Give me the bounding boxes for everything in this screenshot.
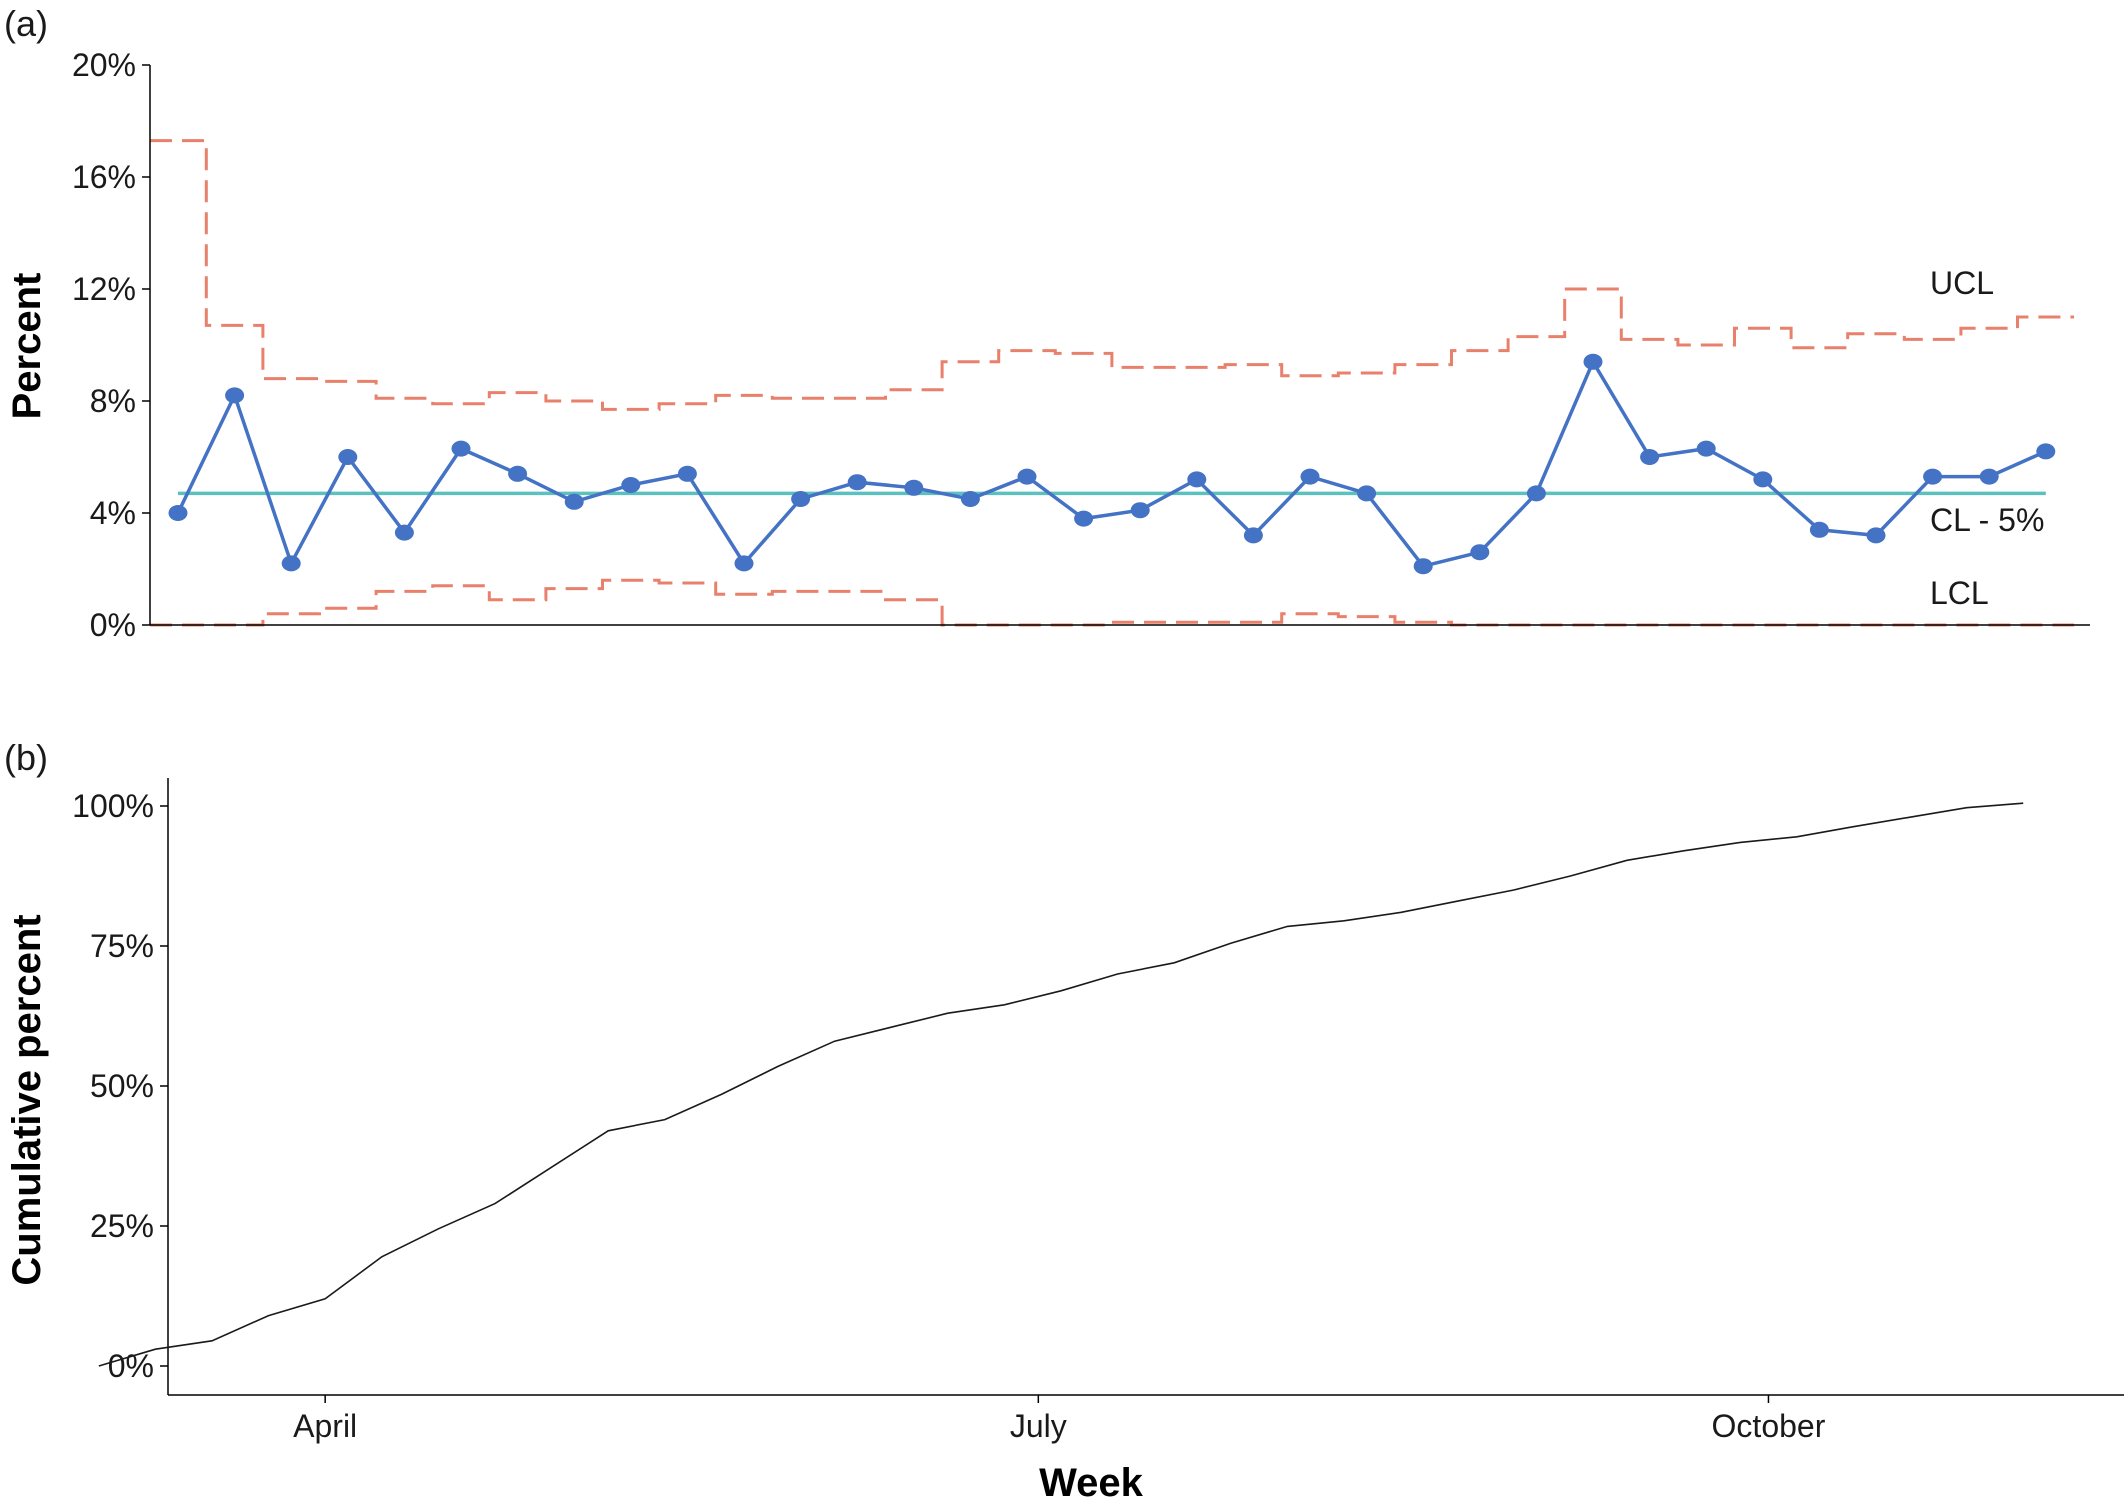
data-point [394,524,414,541]
panel-b-xlabel: Week [1039,1461,1144,1502]
data-point [791,491,811,507]
ucl-line [150,139,2075,411]
lcl-line [150,578,2075,627]
percent-line [176,357,2047,569]
data-point [1526,485,1546,502]
panel-b-ylabel: Cumulative percent [5,914,49,1285]
data-point [1017,468,1037,485]
data-point [1074,510,1094,527]
center-line-label: CL - 5% [1930,502,2044,538]
cumulative-line [98,802,2024,1367]
control-limits [150,139,2075,627]
panel-b-y-tick-label: 75% [90,928,154,964]
data-point [1809,521,1829,538]
data-point [677,465,697,482]
panel-b-label: (b) [4,737,48,778]
panel-b-axes: 0% 25% 50% 75% 100% April July October [72,778,2124,1444]
data-point [904,479,924,496]
data-point [734,555,754,572]
panel-b-x-tick-label: October [1712,1408,1826,1444]
percent-series [168,353,2056,575]
panel-a-ylabel: Percent [5,273,49,420]
panel-a-y-tick-label: 20% [72,47,136,83]
panel-a-axes: 0% 4% 8% 12% 16% 20% [72,47,2090,643]
data-point [1923,468,1943,485]
data-point [1866,527,1886,544]
panel-a-label: (a) [4,3,48,44]
panel-a-y-tick-label: 0% [90,607,136,643]
data-point [508,465,528,482]
panel-a-y-tick-label: 16% [72,159,136,195]
data-point [1130,502,1150,519]
control-chart-panel: 0% 4% 8% 12% 16% 20% UCL CL - 5% LCL [72,47,2090,643]
data-point [1640,449,1660,465]
ucl-label: UCL [1930,265,1994,301]
data-point [1357,485,1377,502]
data-point [338,449,358,465]
data-point [960,491,980,507]
data-point [1300,468,1320,485]
cumulative-series [98,802,2024,1367]
data-point [1979,468,1999,485]
data-point [451,440,471,457]
panel-a-y-tick-label: 4% [90,495,136,531]
cumulative-panel: 0% 25% 50% 75% 100% April July October [72,778,2124,1444]
data-point [2036,443,2056,460]
panel-a-y-tick-label: 8% [90,383,136,419]
data-point [1470,544,1490,561]
panel-b-x-tick-label: April [293,1408,357,1444]
panel-b-y-tick-label: 50% [90,1068,154,1104]
panel-b-x-tick-label: July [1010,1408,1067,1444]
data-point [225,387,245,404]
data-point [1413,558,1433,575]
data-point [564,493,584,510]
data-point [168,505,188,521]
lcl-label: LCL [1930,575,1989,611]
panel-b-y-tick-label: 100% [72,788,154,824]
data-point [281,555,301,572]
panel-b-y-tick-label: 0% [108,1348,154,1384]
panel-b-y-tick-label: 25% [90,1208,154,1244]
data-point [1753,471,1773,488]
data-point [1243,527,1263,544]
data-point [847,474,867,491]
data-point [1696,440,1716,457]
data-point [621,477,641,493]
data-point [1187,471,1207,488]
panel-a-y-tick-label: 12% [72,271,136,307]
data-point [1583,353,1603,370]
